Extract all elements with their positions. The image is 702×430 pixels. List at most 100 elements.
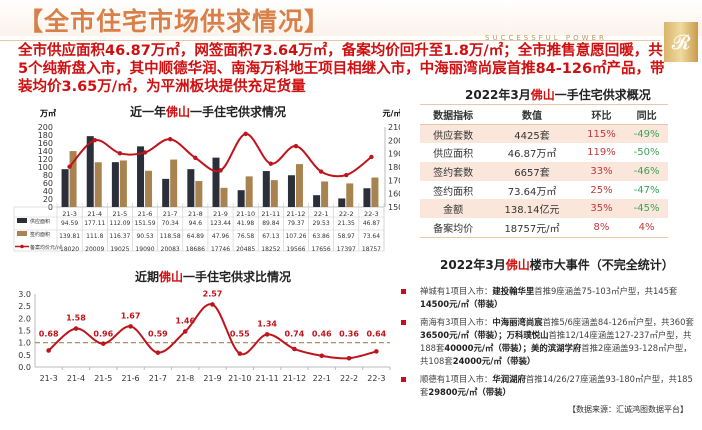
y-tick-label: 60 — [43, 179, 53, 188]
y2-axis-label: 元/㎡ — [383, 108, 400, 118]
event-item: 禅城有1项目入市：建投翰华里首推9座涵盖75-103㎡户型，共145套 14500… — [396, 285, 696, 311]
ratio-point — [155, 350, 161, 355]
bar-signed — [346, 183, 354, 207]
event-text: 36500元/㎡（带装）；万科璞悦山 — [420, 330, 549, 340]
table-value: 76.58 — [237, 233, 254, 240]
x-tick-label: 21-4 — [67, 374, 85, 383]
table-cell: 35% — [577, 199, 626, 219]
table-cell: 25% — [590, 184, 613, 196]
data-label: 1.34 — [257, 319, 277, 328]
events-title: 2022年3月佛山楼市大事件（不完全统计） — [440, 258, 674, 272]
y2-tick-label: 18000 — [388, 163, 400, 172]
data-label: 0.64 — [366, 330, 386, 339]
ratio-point — [210, 302, 215, 307]
table-value: 67.13 — [262, 233, 279, 240]
line-point — [142, 150, 148, 155]
event-item: 顺德有1项目入市：华润湖府首推14/26/27座涵盖93-180㎡户型，共185… — [396, 373, 696, 399]
y-tick-label: 0 — [48, 203, 53, 212]
legend-marker — [20, 244, 24, 249]
y-tick-label: 100 — [38, 163, 53, 172]
y2-tick-label: 21000 — [388, 123, 400, 132]
event-text: 29800元/㎡（带装） — [428, 387, 511, 397]
y-tick-label: 3.0 — [18, 290, 31, 299]
bar-supply — [162, 178, 170, 207]
bar-supply — [137, 146, 145, 207]
table-cell: -49% — [625, 124, 668, 144]
x-tick-label: 21-10 — [228, 374, 251, 383]
table-value: 17397 — [337, 246, 356, 253]
y-tick-label: 0.0 — [18, 363, 31, 372]
legend-label: 供应面积 — [30, 218, 50, 225]
y-axis-label: 万㎡ — [39, 108, 56, 118]
y-tick-label: 200 — [38, 123, 53, 132]
y-tick-label: 160 — [38, 139, 53, 148]
line-point — [369, 154, 374, 160]
y-tick-label: 120 — [38, 155, 53, 164]
x-tick-label: 22-2 — [339, 210, 354, 218]
table-value: 64.89 — [187, 233, 204, 240]
bar-supply — [61, 169, 69, 207]
table-value: 58.97 — [338, 233, 355, 240]
legend-label: 签约面积 — [30, 231, 50, 238]
x-tick-label: 21-8 — [188, 210, 203, 218]
line-point — [243, 131, 248, 137]
ratio-point — [100, 341, 106, 346]
column-header: 环比 — [577, 104, 626, 125]
table-value: 94.6 — [189, 220, 203, 227]
table-value: 89.84 — [262, 220, 279, 227]
event-text: 建投翰华里 — [492, 286, 535, 296]
y-tick-label: 2.5 — [18, 302, 31, 311]
table-value: 41.98 — [237, 220, 254, 227]
ratio-point — [73, 326, 79, 331]
column-header: 同比 — [625, 104, 668, 125]
table-cell: 115% — [577, 124, 626, 144]
line-point — [268, 161, 274, 166]
bar-supply — [287, 175, 295, 207]
table-row: 签约面积 73.64万㎡ 25% -47% — [420, 181, 668, 200]
bullet-icon — [401, 377, 406, 382]
data-label: 0.59 — [148, 330, 168, 339]
table-value: 20485 — [236, 246, 255, 253]
summary-text: 全市供应面积46.87万㎡，网签面积73.64万㎡，备案均价回升至1.8万/㎡；… — [18, 43, 665, 95]
x-tick-label: 21-10 — [236, 210, 255, 218]
table-value: 18020 — [60, 246, 79, 253]
table-value: 18252 — [261, 246, 280, 253]
x-tick-label: 21-3 — [62, 210, 77, 218]
y-tick-label: 1.0 — [18, 339, 31, 348]
bar-supply — [111, 162, 119, 207]
bar-signed — [245, 176, 253, 207]
bar-signed — [195, 181, 203, 207]
x-tick-label: 21-9 — [213, 210, 228, 218]
column-header: 数据指标 — [420, 104, 487, 125]
header-banner — [0, 0, 702, 36]
line-point — [293, 143, 299, 149]
bar-signed — [69, 151, 77, 207]
x-tick-label: 21-5 — [113, 210, 128, 218]
bar-supply — [187, 169, 195, 207]
bar-signed — [170, 159, 178, 207]
divider — [0, 40, 660, 41]
bullet-icon — [401, 289, 406, 294]
x-tick-label: 22-1 — [313, 374, 331, 383]
event-text: 禅城有1项目入市： — [420, 286, 493, 296]
data-label: 1.46 — [175, 316, 195, 325]
bar-signed — [220, 187, 228, 207]
x-tick-label: 21-6 — [138, 210, 153, 218]
table-row: 金额 138.14亿元 35% -45% — [420, 199, 668, 219]
y-tick-label: 80 — [43, 171, 53, 180]
y-tick-label: 2.0 — [18, 314, 31, 323]
table-row: 备案均价 18757元/㎡ 8% 4% — [420, 218, 668, 238]
bar-signed — [295, 164, 303, 207]
event-item: 南海有3项目入市：中海丽湾尚宸首推5/6座涵盖84-126㎡户型，共360套 36… — [396, 316, 696, 368]
legend-swatch — [17, 218, 27, 223]
table-value: 118.58 — [160, 233, 181, 240]
bar-signed — [94, 162, 102, 207]
x-tick-label: 21-7 — [163, 210, 178, 218]
table-value: 107.26 — [285, 233, 306, 240]
table-value: 70.34 — [162, 220, 179, 227]
line-point — [193, 155, 198, 161]
table-value: 112.09 — [109, 220, 130, 227]
table-cell: 46.87万㎡ — [507, 149, 557, 161]
table-cell: -50% — [633, 147, 660, 159]
supply-demand-ratio-chart: 0.0 0.5 1.0 1.5 2.0 2.5 3.0 21-3 0.68 21-4 1.58 21-… — [18, 289, 391, 383]
